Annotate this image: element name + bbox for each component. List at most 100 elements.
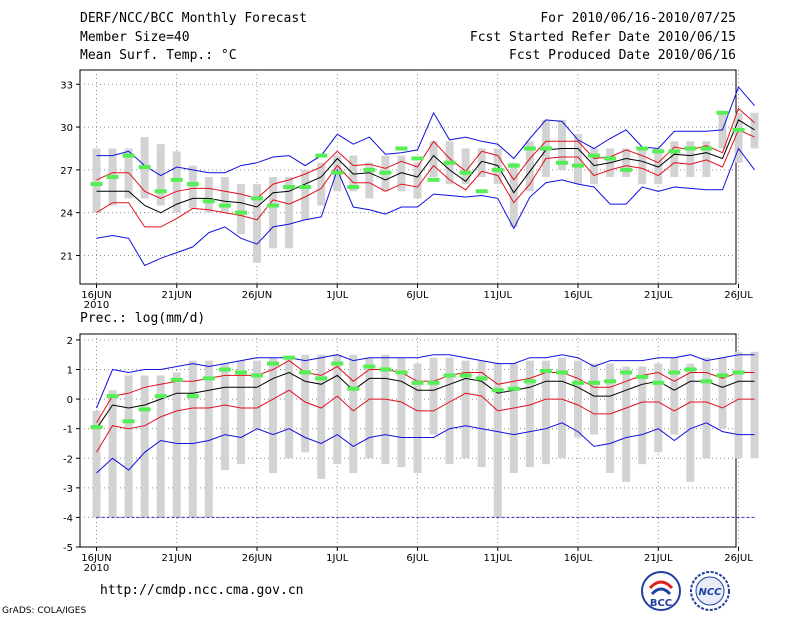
y-tick-label: 1 [67, 366, 73, 377]
plot-frame [79, 69, 737, 285]
median-marker [347, 386, 360, 391]
series-spread-low-line [96, 129, 755, 228]
median-marker [267, 361, 280, 366]
y-tick-label: 27 [60, 166, 73, 177]
median-marker [154, 189, 167, 194]
grads-credit: GrADS: COLA/IGES [2, 606, 87, 616]
source-url[interactable]: http://cmdp.ncc.cma.gov.cn [100, 583, 304, 598]
member-size: Member Size=40 [80, 30, 190, 45]
y-tick-label: -3 [63, 484, 73, 495]
x-tick-label: 21JUN [162, 553, 192, 564]
median-marker [523, 379, 536, 384]
x-tick-label: 26JUN [242, 553, 272, 564]
ensemble-box [525, 360, 534, 468]
median-marker [636, 146, 649, 151]
median-marker [716, 373, 729, 378]
ensemble-box [670, 141, 679, 177]
median-marker [138, 407, 151, 412]
ensemble-box [413, 363, 422, 474]
x-tick-label: 6JUL [406, 553, 429, 564]
ensemble-box [172, 151, 181, 213]
ensemble-box [92, 148, 101, 213]
median-marker [331, 361, 344, 366]
ensemble-box [509, 162, 518, 227]
median-marker [620, 370, 633, 375]
ensemble-box [236, 184, 245, 235]
ensemble-box [638, 366, 647, 465]
x-tick-label: 6JUL [406, 290, 429, 301]
ensemble-box [317, 162, 326, 206]
median-marker [202, 199, 215, 204]
ensemble-box [461, 148, 470, 185]
ensemble-box [590, 363, 599, 435]
median-marker [170, 377, 183, 382]
forecast-produced-date: Fcst Produced Date 2010/06/16 [509, 48, 736, 63]
median-marker [299, 370, 312, 375]
median-marker [154, 394, 167, 399]
ensemble-box [204, 360, 213, 518]
ensemble-box [734, 112, 743, 163]
ensemble-box [654, 363, 663, 453]
ensemble-box [541, 360, 550, 465]
x-tick-year: 2010 [84, 300, 109, 311]
median-marker [588, 380, 601, 385]
ensemble-box [718, 357, 727, 429]
ensemble-box [509, 363, 518, 474]
median-marker [636, 374, 649, 379]
median-marker [684, 367, 697, 372]
median-marker [668, 370, 681, 375]
series-mean-line [96, 371, 755, 429]
median-marker [251, 373, 263, 378]
median-marker [363, 364, 376, 369]
median-marker [379, 170, 392, 175]
median-marker [604, 156, 617, 161]
x-tick-label: 16JUN [81, 290, 111, 301]
median-marker [539, 368, 552, 373]
x-tick-label: 21JUN [162, 290, 192, 301]
median-marker [395, 146, 408, 151]
forecast-period: For 2010/06/16-2010/07/25 [540, 11, 736, 26]
median-marker [555, 370, 568, 375]
median-marker [523, 146, 536, 151]
median-marker [251, 196, 263, 201]
x-tick-label: 21JUL [644, 290, 673, 301]
median-marker [459, 170, 472, 175]
ensemble-box [686, 363, 695, 482]
ensemble-box [557, 119, 566, 170]
median-marker [363, 167, 376, 172]
median-marker [218, 203, 231, 208]
median-marker [299, 184, 312, 189]
median-marker [443, 373, 456, 378]
median-marker [331, 170, 344, 175]
ensemble-box [92, 410, 101, 518]
median-marker [186, 182, 199, 187]
ensemble-box [236, 360, 245, 465]
median-marker [572, 380, 584, 385]
median-marker [459, 373, 472, 378]
ensemble-box [750, 112, 759, 149]
median-marker [572, 163, 584, 168]
ensemble-box [622, 148, 631, 177]
median-marker [652, 149, 665, 154]
ensemble-box [220, 363, 229, 471]
variable-label: Mean Surf. Temp.: °C [80, 48, 237, 63]
median-marker [652, 380, 665, 385]
median-marker [588, 153, 601, 158]
median-marker [716, 110, 729, 115]
median-marker [106, 175, 119, 179]
ensemble-box [702, 357, 711, 459]
median-marker [347, 184, 360, 189]
median-marker [507, 386, 520, 391]
ensemble-box [124, 375, 133, 518]
x-tick-label: 1JUL [326, 290, 349, 301]
series-spread-high-line [96, 107, 755, 199]
x-tick-label: 26JUN [242, 290, 272, 301]
forecast-start-date: Fcst Started Refer Date 2010/06/15 [469, 30, 736, 45]
ncc-logo-text: NCC [698, 587, 722, 598]
median-marker [700, 146, 713, 151]
median-marker [283, 184, 296, 189]
ensemble-box [188, 360, 197, 518]
ensemble-box [461, 360, 470, 459]
